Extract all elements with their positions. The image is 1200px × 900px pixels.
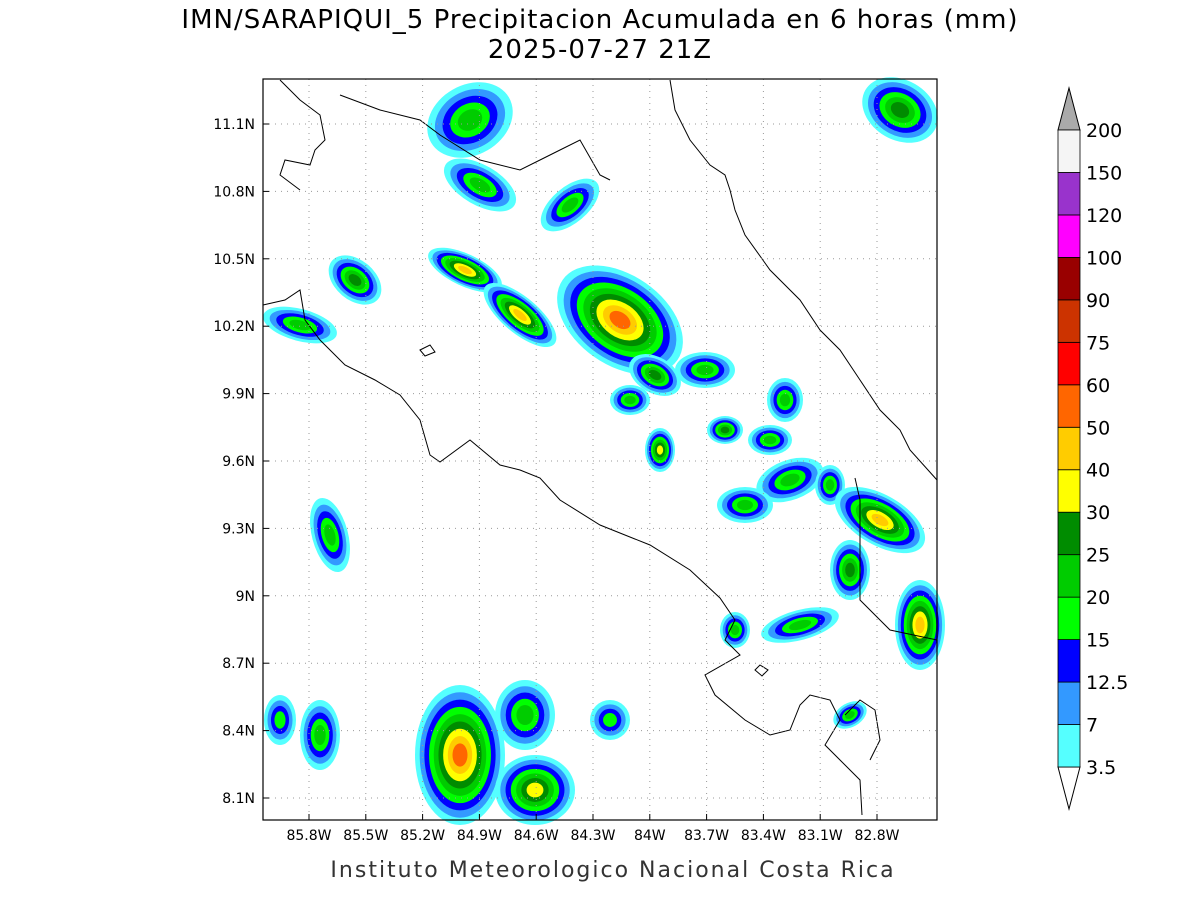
y-tick-label: 8.7N <box>222 656 255 672</box>
precip-contour <box>890 102 910 118</box>
colorbar-box <box>1057 384 1081 428</box>
colorbar-label: 150 <box>1086 162 1122 184</box>
precip-contour <box>526 782 544 798</box>
precip-contour <box>603 713 617 727</box>
precip-contour <box>314 725 326 745</box>
y-tick-label: 8.4N <box>222 724 255 740</box>
footer: Instituto Meteorologico Nacional Costa R… <box>330 858 895 883</box>
colorbar-label: 15 <box>1086 630 1110 652</box>
colorbar-label: 50 <box>1086 417 1110 439</box>
map-frame <box>262 78 938 821</box>
colorbar-box <box>1057 596 1081 641</box>
precip-contour <box>720 426 730 434</box>
colorbar-label: 100 <box>1086 247 1122 269</box>
precip-field <box>263 77 945 825</box>
y-tick-label: 9.6N <box>222 454 255 470</box>
precip-contour <box>348 274 362 286</box>
colorbar-under <box>1057 766 1081 811</box>
x-tick-label: 83.7W <box>684 828 729 844</box>
title: IMN/SARAPIQUI_5 Precipitacion Acumulada … <box>181 5 1018 35</box>
y-tick-label: 9N <box>236 589 255 605</box>
colorbar-label: 20 <box>1086 587 1110 609</box>
precip-contour <box>763 435 777 445</box>
colorbar-box <box>1057 426 1081 471</box>
precip-contour <box>780 473 800 487</box>
precip-contour <box>513 309 527 321</box>
precip-contour <box>788 619 812 631</box>
colorbar <box>1057 86 1081 811</box>
precip-contour <box>609 310 631 330</box>
colorbar-box <box>1057 299 1081 343</box>
colorbar-label: 120 <box>1086 205 1122 227</box>
colorbar-box <box>1057 724 1081 768</box>
colorbar-label: 25 <box>1086 545 1110 567</box>
precip-contour <box>648 369 662 381</box>
precip-contour <box>516 705 534 725</box>
precip-contour <box>915 616 925 634</box>
y-tick-label: 10.5N <box>213 252 255 268</box>
colorbar-label: 200 <box>1086 120 1122 142</box>
precip-contour <box>458 265 472 275</box>
y-tick-label: 11.1N <box>213 117 255 133</box>
colorbar-box <box>1057 469 1081 513</box>
precip-contour <box>624 395 636 405</box>
colorbar-box <box>1057 256 1081 301</box>
x-tick-label: 84.6W <box>514 828 559 844</box>
x-tick-label: 84.9W <box>457 828 502 844</box>
colorbar-box <box>1057 681 1081 725</box>
y-tick-label: 9.3N <box>222 521 255 537</box>
colorbar-label: 7 <box>1086 715 1098 737</box>
colorbar-label: 12.5 <box>1086 672 1128 694</box>
colorbar-label: 60 <box>1086 375 1110 397</box>
precip-contour <box>469 177 491 193</box>
graticule <box>263 79 937 820</box>
y-tick-label: 10.2N <box>213 319 255 335</box>
precip-contour <box>452 743 468 767</box>
x-tick-label: 85.5W <box>343 828 388 844</box>
colorbar-label: 75 <box>1086 332 1110 354</box>
precip-contour <box>289 319 311 331</box>
precip-contour <box>457 109 483 131</box>
colorbar-box <box>1057 129 1081 173</box>
colorbar-box <box>1057 511 1081 556</box>
y-tick-label: 10.8N <box>213 184 255 200</box>
x-tick-label: 85.8W <box>286 828 331 844</box>
x-tick-label: 85.2W <box>400 828 445 844</box>
colorbar-box <box>1057 554 1081 598</box>
precip-contour <box>324 524 336 546</box>
x-tick-label: 83.1W <box>798 828 843 844</box>
y-tick-label: 9.9N <box>222 387 255 403</box>
colorbar-label: 3.5 <box>1086 757 1116 779</box>
colorbar-box <box>1057 214 1081 258</box>
colorbar-label: 30 <box>1086 502 1110 524</box>
precip-contour <box>730 624 740 636</box>
precip-contour <box>561 197 579 213</box>
y-tick-label: 8.1N <box>222 791 255 807</box>
colorbar-box <box>1057 341 1081 386</box>
precip-contour <box>825 479 835 491</box>
precip-contour <box>696 364 714 376</box>
colorbar-over <box>1057 86 1081 131</box>
colorbar-box <box>1057 639 1081 683</box>
precip-contour <box>871 513 889 527</box>
precip-contour <box>274 711 286 729</box>
precip-contour <box>779 393 791 407</box>
coastlines <box>262 79 938 816</box>
colorbar-box <box>1057 172 1081 216</box>
precip-contour <box>737 499 753 511</box>
subtitle: 2025-07-27 21Z <box>488 35 712 65</box>
x-tick-label: 84W <box>634 828 666 844</box>
x-tick-label: 84.3W <box>570 828 615 844</box>
precip-contour <box>845 562 855 578</box>
x-tick-label: 82.8W <box>854 828 899 844</box>
x-tick-label: 83.4W <box>741 828 786 844</box>
precip-contour <box>656 445 664 455</box>
colorbar-label: 90 <box>1086 290 1110 312</box>
colorbar-label: 40 <box>1086 460 1110 482</box>
